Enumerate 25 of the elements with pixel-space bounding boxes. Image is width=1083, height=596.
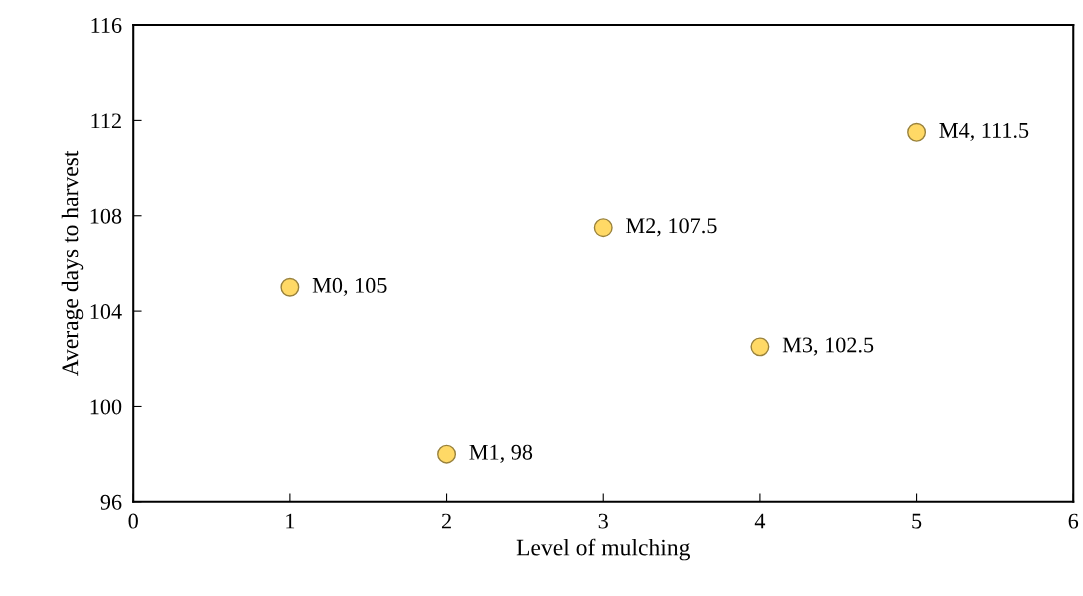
y-tick-label: 116	[91, 18, 122, 33]
x-tick-label: 4	[754, 513, 766, 529]
y-axis-title: Average days to harvest	[61, 150, 84, 377]
data-label: M0, 105	[312, 277, 387, 297]
y-tick-label: 104	[90, 304, 122, 320]
point	[437, 444, 457, 464]
x-tick-label: 0	[128, 513, 138, 529]
x-tick-label: 6	[1068, 513, 1079, 529]
x-tick-label: 2	[441, 513, 451, 529]
y-tick-label: 108	[90, 208, 122, 224]
point	[280, 277, 300, 297]
data-label: M4, 111.5	[939, 122, 1029, 142]
y-tick-label: 96	[100, 494, 122, 510]
x-tick-label: 5	[912, 513, 922, 529]
point	[593, 218, 613, 238]
data-label: M2, 107.5	[626, 218, 717, 237]
point	[750, 337, 770, 357]
x-tick-label: 1	[286, 513, 295, 529]
y-tick-label: 100	[90, 399, 122, 415]
point	[907, 122, 927, 142]
x-axis-title: Level of mulching	[516, 538, 690, 561]
y-tick-label: 112	[91, 113, 121, 129]
x-tick-label: 3	[598, 513, 608, 529]
data-label: M1, 98	[469, 444, 533, 463]
data-label: M3, 102.5	[782, 337, 874, 356]
